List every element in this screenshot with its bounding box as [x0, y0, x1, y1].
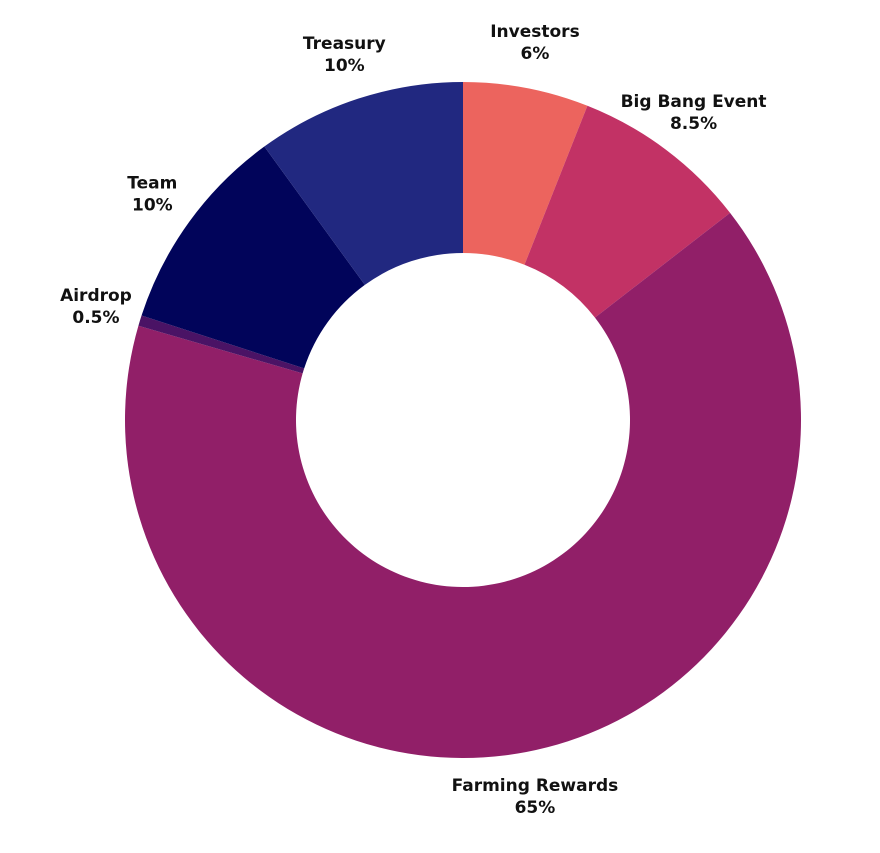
- slice-farming-rewards: [124, 212, 802, 759]
- slice-label-farming-rewards: Farming Rewards: [452, 776, 619, 796]
- slice-label-airdrop: Airdrop: [60, 286, 132, 306]
- slice-value-airdrop: 0.5%: [72, 308, 119, 328]
- slices-group: [124, 82, 802, 759]
- slice-investors: [463, 82, 588, 265]
- slice-big-bang-event: [524, 105, 731, 318]
- slice-value-farming-rewards: 65%: [515, 798, 556, 818]
- slice-treasury: [264, 82, 463, 285]
- slice-airdrop: [138, 315, 305, 374]
- slice-label-big-bang-event: Big Bang Event: [621, 92, 767, 112]
- slice-label-treasury: Treasury: [303, 34, 386, 54]
- slice-value-team: 10%: [132, 195, 173, 215]
- slice-label-team: Team: [127, 173, 177, 193]
- slice-value-investors: 6%: [521, 44, 550, 64]
- slice-label-investors: Investors: [490, 22, 579, 42]
- slice-value-big-bang-event: 8.5%: [670, 114, 717, 134]
- slice-team: [141, 146, 365, 369]
- slice-value-treasury: 10%: [324, 56, 365, 76]
